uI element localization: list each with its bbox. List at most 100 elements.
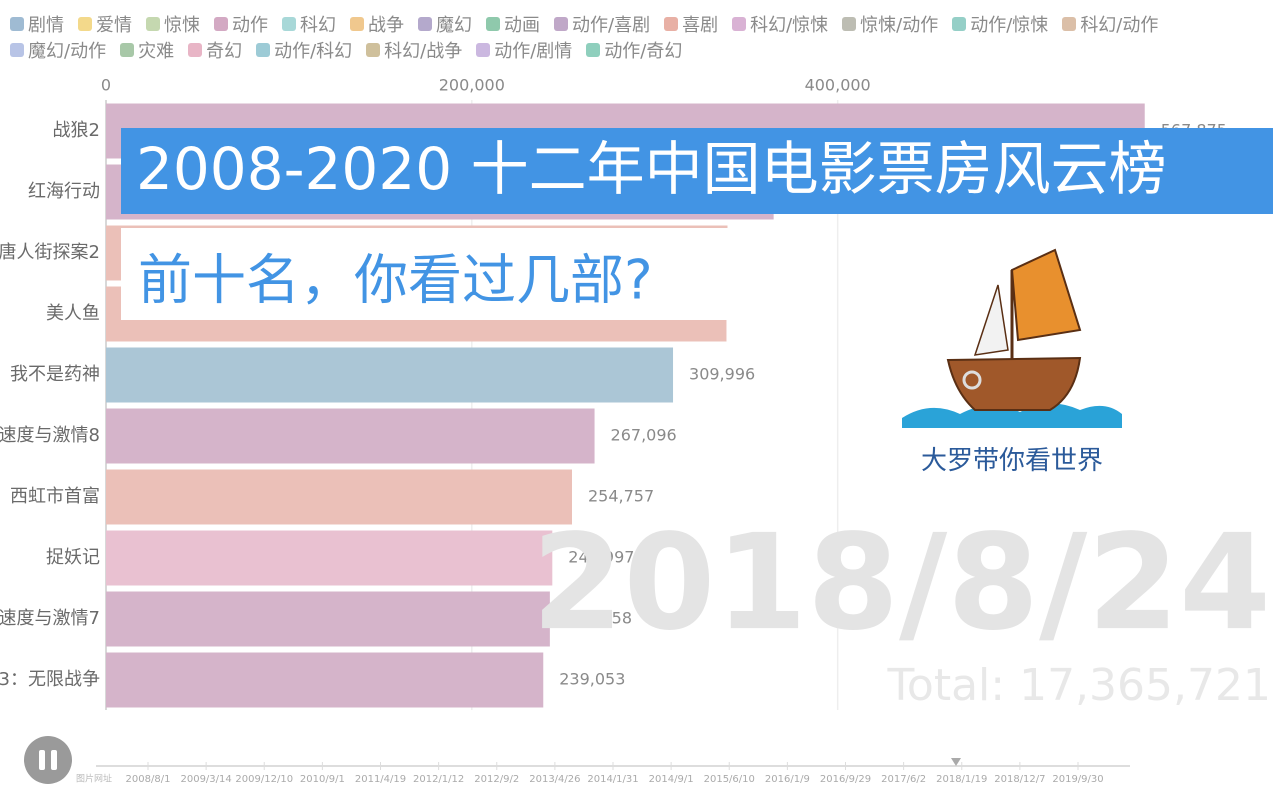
legend-label: 科幻 — [300, 15, 336, 36]
legend-swatch — [732, 17, 747, 31]
legend-item[interactable]: 科幻/惊悚 — [732, 14, 828, 36]
legend-label: 爱情 — [96, 15, 132, 36]
legend-item[interactable]: 魔幻 — [418, 14, 472, 36]
legend-item[interactable]: 奇幻 — [188, 40, 242, 62]
legend-label: 科幻/战争 — [384, 41, 463, 62]
timeline-label: 2017/6/2 — [881, 774, 926, 785]
legend-label: 剧情 — [28, 15, 64, 36]
timeline-label: 2019/9/30 — [1052, 774, 1103, 785]
y-tick-label: 美人鱼 — [46, 303, 100, 324]
legend-swatch — [1062, 17, 1077, 31]
legend-swatch — [842, 17, 857, 31]
timeline-label: 2015/6/10 — [704, 774, 755, 785]
legend-swatch — [10, 17, 24, 31]
legend-item[interactable]: 动画 — [486, 14, 540, 36]
legend-swatch — [350, 17, 364, 31]
legend-swatch — [486, 17, 500, 31]
logo: 大罗带你看世界 — [902, 248, 1122, 476]
legend-swatch — [586, 43, 601, 57]
legend-swatch — [256, 43, 271, 57]
timeline-caption: 图片网址 — [76, 773, 112, 785]
y-tick-label: 西虹市首富 — [10, 486, 100, 507]
legend-item[interactable]: 动作/奇幻 — [586, 40, 682, 62]
legend-item[interactable]: 科幻/动作 — [1062, 14, 1159, 36]
date-label: 2018/8/24 — [532, 506, 1271, 660]
y-tick-label: 红海行动 — [28, 181, 100, 202]
title-banner — [121, 128, 1273, 214]
pause-button[interactable] — [24, 736, 72, 784]
legend-item[interactable]: 动作/科幻 — [256, 40, 352, 62]
legend-swatch — [418, 17, 432, 31]
bar — [106, 347, 674, 403]
legend-item[interactable]: 动作/惊悚 — [952, 14, 1048, 36]
legend-item[interactable]: 魔幻/动作 — [10, 40, 106, 62]
subtitle-box — [121, 228, 771, 320]
timeline-label: 2009/12/10 — [235, 774, 293, 785]
legend-label: 喜剧 — [682, 15, 719, 36]
timeline-label: 2008/8/1 — [126, 774, 171, 785]
timeline-label: 2012/9/2 — [474, 774, 519, 785]
legend-item[interactable]: 喜剧 — [664, 14, 719, 36]
timeline-label: 2011/4/19 — [355, 774, 406, 785]
legend-label: 科幻/动作 — [1080, 15, 1159, 36]
y-tick-label: 唐人街探案2 — [0, 242, 100, 263]
total-label: Total: 17,365,721 — [887, 660, 1272, 711]
legend-item[interactable]: 科幻 — [282, 14, 336, 36]
timeline-label: 2016/1/9 — [765, 774, 810, 785]
bar — [106, 591, 550, 647]
y-tick-label: 速度与激情8 — [0, 425, 100, 446]
x-tick-label: 0 — [101, 76, 111, 95]
value-label: 239,053 — [559, 670, 625, 689]
timeline-label: 2018/1/19 — [936, 774, 987, 785]
value-label: 309,996 — [689, 365, 755, 384]
legend: 剧情 爱情 惊悚 动作 科幻 战争 魔幻 动画 动作/喜剧 喜剧 科幻/惊悚 惊悚/动作 动作/惊悚 科幻… — [10, 14, 1210, 62]
legend-swatch — [952, 17, 967, 31]
timeline: 图片网址 2008/8/1 2009/3/14 2009/12/10 2010/9/1… — [76, 758, 1130, 785]
legend-item[interactable]: 爱情 — [78, 14, 132, 36]
legend-item[interactable]: 动作/剧情 — [476, 40, 573, 62]
timeline-label: 2013/4/26 — [529, 774, 580, 785]
timeline-label: 2014/1/31 — [587, 774, 638, 785]
legend-label: 战争 — [368, 15, 404, 36]
x-tick-label: 400,000 — [805, 76, 871, 95]
bar — [106, 530, 553, 586]
legend-item[interactable]: 动作/喜剧 — [554, 14, 651, 36]
legend-swatch — [554, 17, 568, 31]
value-label: 242,658 — [566, 609, 632, 628]
legend-swatch — [214, 17, 228, 31]
legend-item[interactable]: 科幻/战争 — [366, 40, 463, 62]
timeline-label: 2012/1/12 — [413, 774, 464, 785]
legend-label: 动画 — [504, 15, 540, 36]
y-tick-label: 复仇者联盟3：无限战争 — [0, 669, 100, 690]
value-label: 254,757 — [588, 487, 654, 506]
legend-swatch — [188, 43, 203, 57]
legend-label: 动作/剧情 — [494, 41, 573, 62]
timeline-label: 2009/3/14 — [180, 774, 231, 785]
bar — [106, 652, 544, 708]
legend-item[interactable]: 惊悚/动作 — [842, 14, 939, 36]
pause-circle[interactable] — [24, 736, 72, 784]
y-tick-label: 我不是药神 — [10, 364, 100, 385]
legend-label: 惊悚/动作 — [860, 15, 939, 36]
legend-label: 惊悚 — [164, 15, 200, 36]
y-tick-label: 战狼2 — [53, 120, 100, 141]
legend-item[interactable]: 惊悚 — [146, 14, 200, 36]
legend-item[interactable]: 灾难 — [120, 40, 175, 62]
timeline-label: 2018/12/7 — [994, 774, 1045, 785]
legend-label: 魔幻 — [436, 15, 472, 36]
legend-swatch — [664, 17, 679, 31]
legend-swatch — [146, 17, 160, 31]
legend-item[interactable]: 动作 — [214, 14, 268, 36]
legend-label: 动作/喜剧 — [572, 15, 651, 36]
logo-text: 大罗带你看世界 — [921, 446, 1103, 476]
timeline-label: 2016/9/29 — [820, 774, 871, 785]
legend-label: 灾难 — [138, 41, 175, 62]
timeline-label: 2014/9/1 — [649, 774, 694, 785]
subtitle: 前十名，你看过几部? — [138, 249, 653, 312]
legend-item[interactable]: 剧情 — [10, 14, 64, 36]
legend-item[interactable]: 战争 — [350, 14, 404, 36]
legend-swatch — [78, 17, 92, 31]
bar — [106, 408, 595, 464]
